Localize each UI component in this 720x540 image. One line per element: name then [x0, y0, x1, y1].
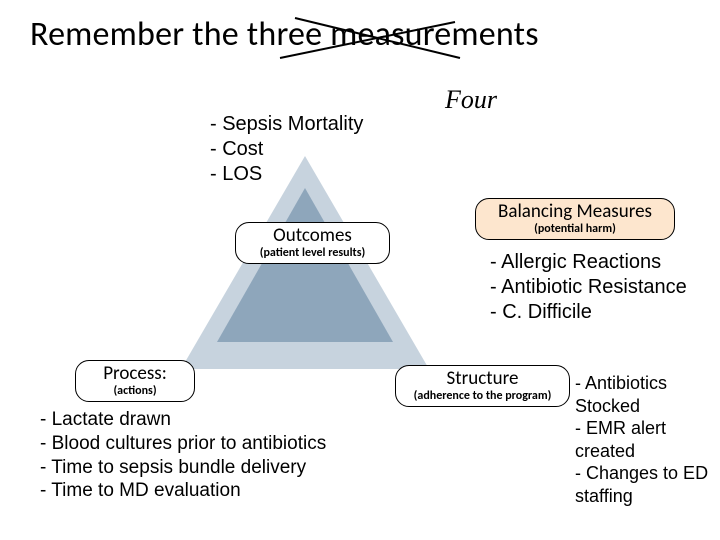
structure-sub: (adherence to the program): [404, 390, 561, 404]
process-list: - Lactate drawn - Blood cultures prior t…: [40, 408, 360, 503]
structure-heading: Structure: [404, 368, 561, 390]
outcomes-sub: (patient level results): [244, 247, 381, 261]
four-correction-label: Four: [445, 85, 497, 115]
structure-list: - Antibiotics Stocked - EMR alert create…: [575, 372, 720, 507]
balancing-label: Balancing Measures (potential harm): [475, 198, 675, 240]
outcomes-list: - Sepsis Mortality - Cost - LOS: [210, 112, 410, 187]
balancing-list: - Allergic Reactions - Antibiotic Resist…: [490, 250, 710, 325]
balancing-sub: (potential harm): [484, 223, 666, 237]
slide-title: Remember the three measurements: [30, 14, 690, 55]
process-sub: (actions): [84, 385, 186, 399]
process-heading: Process:: [84, 363, 186, 385]
outcomes-label: Outcomes (patient level results): [235, 222, 390, 264]
triangle-inner: [217, 188, 393, 342]
outcomes-heading: Outcomes: [244, 225, 381, 247]
process-label: Process: (actions): [75, 360, 195, 402]
balancing-heading: Balancing Measures: [484, 201, 666, 223]
structure-label: Structure (adherence to the program): [395, 365, 570, 407]
